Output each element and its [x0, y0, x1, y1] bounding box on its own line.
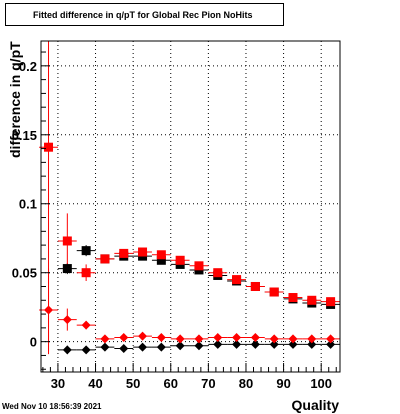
data-point-diamond [138, 331, 148, 341]
data-point-square [81, 246, 91, 256]
data-point-square [81, 268, 91, 278]
y-tick-label: 0.15 [12, 128, 37, 143]
data-point-diamond [62, 345, 72, 355]
plot-frame [40, 40, 341, 373]
data-point-square [194, 261, 204, 271]
data-point-diamond [269, 339, 279, 349]
data-point-square [156, 250, 166, 260]
data-point-diamond [156, 342, 166, 352]
data-point-diamond [250, 339, 260, 349]
data-point-diamond [100, 334, 110, 344]
data-point-diamond [213, 333, 223, 343]
data-point-diamond [138, 342, 148, 352]
x-tick-label: 100 [310, 376, 332, 391]
chart-title: Fitted difference in q/pT for Global Rec… [33, 9, 253, 20]
y-tick-label: 0.2 [19, 59, 37, 74]
data-point-diamond [100, 342, 110, 352]
chart-title-box: Fitted difference in q/pT for Global Rec… [5, 3, 284, 26]
x-tick-label: 60 [164, 376, 178, 391]
data-point-diamond [156, 333, 166, 343]
data-point-diamond [62, 315, 72, 325]
data-point-diamond [326, 334, 336, 344]
data-point-diamond [307, 334, 317, 344]
y-tick-label: 0.05 [12, 266, 37, 281]
data-point-square [62, 264, 72, 274]
data-point-square [326, 297, 336, 307]
data-point-diamond [232, 333, 242, 343]
axis-ticks: 30 40 50 60 70 80 90 100 0 0.05 0.1 0.15 0.2 [12, 51, 337, 391]
data-point-square [307, 295, 317, 305]
data-point-square [288, 293, 298, 303]
data-point-diamond [213, 339, 223, 349]
data-point-diamond [119, 333, 129, 343]
data-point-square [213, 268, 223, 278]
timestamp: Wed Nov 10 18:56:39 2021 [2, 402, 102, 411]
data-point-square [100, 254, 110, 264]
data-point-square [44, 142, 54, 152]
data-point-diamond [326, 339, 336, 349]
data-point-diamond [269, 334, 279, 344]
x-axis-label: Quality [292, 397, 340, 413]
data-point-square [62, 236, 72, 246]
data-point-square [119, 248, 129, 258]
data-point-diamond [288, 334, 298, 344]
data-point-diamond [81, 345, 91, 355]
x-tick-label: 90 [276, 376, 290, 391]
data-point-square [138, 247, 148, 257]
x-tick-label: 30 [51, 376, 65, 391]
y-axis-label: difference in q/pT [7, 41, 23, 158]
data-point-square [232, 275, 242, 285]
data-point-diamond [175, 341, 185, 351]
x-tick-label: 80 [239, 376, 253, 391]
data-point-diamond [307, 339, 317, 349]
data-point-square [175, 255, 185, 265]
data-point-diamond [288, 339, 298, 349]
x-tick-label: 70 [201, 376, 215, 391]
y-tick-label: 0 [30, 335, 37, 350]
data-point-diamond [175, 334, 185, 344]
y-tick-label: 0.1 [19, 197, 37, 212]
data-point-diamond [81, 320, 91, 330]
data-point-diamond [232, 339, 242, 349]
data-point-diamond [119, 344, 129, 354]
data-point-diamond [194, 341, 204, 351]
x-tick-label: 50 [126, 376, 140, 391]
data-point-diamond [194, 334, 204, 344]
data-point-diamond [250, 333, 260, 343]
data-point-square [156, 255, 166, 265]
error-bars [39, 41, 340, 355]
data-point-square [250, 281, 260, 291]
data-markers [44, 142, 336, 355]
x-tick-label: 40 [88, 376, 102, 391]
data-point-square [269, 287, 279, 297]
data-point-diamond [44, 305, 54, 315]
